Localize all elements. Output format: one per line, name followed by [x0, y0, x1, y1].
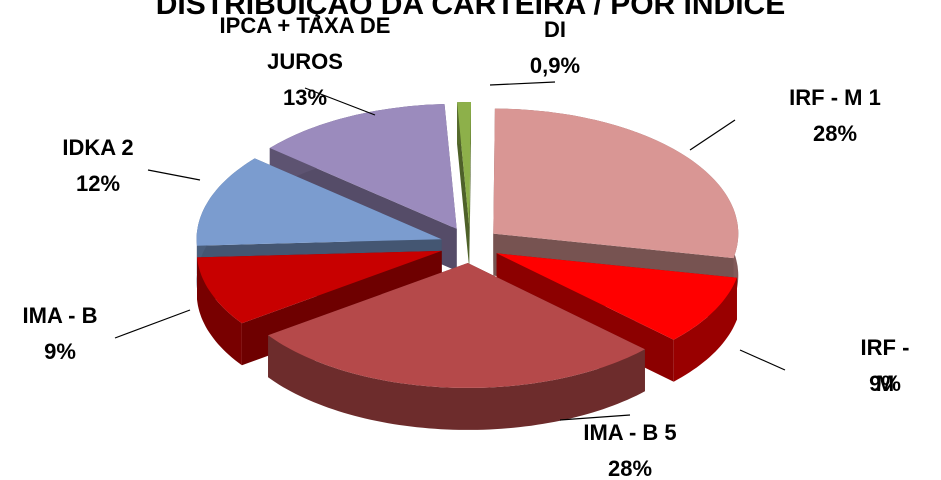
value-label: 0,9% [529, 53, 581, 78]
value-label: 12% [75, 171, 121, 196]
value-label: 28% [607, 456, 653, 480]
slice [493, 108, 739, 259]
slice [269, 104, 457, 229]
slice-wall [197, 257, 242, 366]
slice-label: IMA - B 5 [583, 420, 677, 445]
value-label: 9% [869, 371, 901, 396]
leader-line [147, 169, 201, 181]
chart-title: DISTRIBUIÇÃO DA CARTEIRA / POR ÍNDICE [155, 0, 786, 21]
slice-wall [268, 335, 645, 430]
slice-label: IRF - M [860, 335, 910, 396]
value-label: 13% [282, 85, 328, 110]
slice [268, 263, 645, 388]
slice [197, 250, 442, 324]
slice [496, 253, 737, 340]
leader-line [739, 349, 786, 371]
leader-line [304, 87, 376, 116]
slice-label: IPCA + TAXA DE JUROS [219, 13, 391, 74]
leader-line [689, 119, 736, 151]
slice [196, 158, 442, 246]
slice-label: IRF - M 1 [789, 85, 881, 110]
value-label: 28% [812, 121, 858, 146]
slice [457, 102, 471, 227]
leader-line [489, 81, 556, 86]
leader-line [114, 309, 191, 339]
slice-label: IDKA 2 [62, 135, 134, 160]
leader-line [559, 414, 631, 421]
slice-wall [673, 277, 737, 382]
value-label: 9% [44, 339, 76, 364]
slice-label: DI [544, 17, 566, 42]
slice-label: IMA - B [22, 303, 98, 328]
